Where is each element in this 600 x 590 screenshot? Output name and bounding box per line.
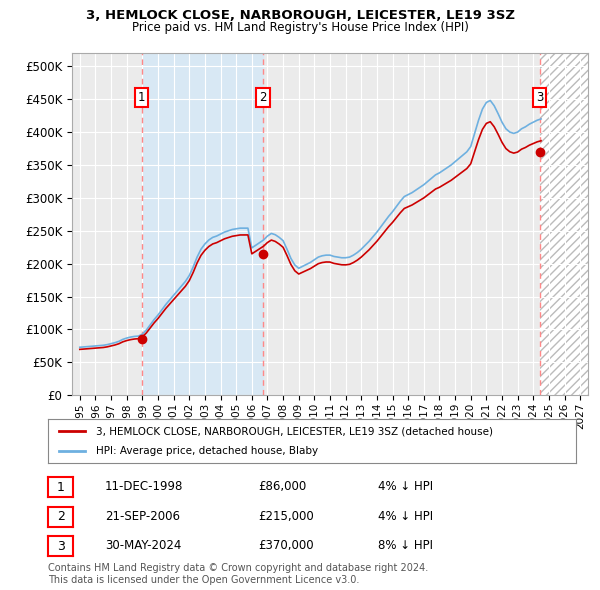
Text: 2: 2 bbox=[259, 91, 267, 104]
Text: 4% ↓ HPI: 4% ↓ HPI bbox=[378, 480, 433, 493]
Text: 21-SEP-2006: 21-SEP-2006 bbox=[105, 510, 180, 523]
Bar bbox=[539, 53, 588, 395]
Text: 3: 3 bbox=[536, 91, 544, 104]
Text: 2: 2 bbox=[56, 510, 65, 523]
Text: 4% ↓ HPI: 4% ↓ HPI bbox=[378, 510, 433, 523]
Text: 1: 1 bbox=[56, 481, 65, 494]
Text: 8% ↓ HPI: 8% ↓ HPI bbox=[378, 539, 433, 552]
Text: 11-DEC-1998: 11-DEC-1998 bbox=[105, 480, 184, 493]
Bar bbox=[142, 53, 263, 395]
Text: HPI: Average price, detached house, Blaby: HPI: Average price, detached house, Blab… bbox=[95, 446, 317, 455]
Text: 3, HEMLOCK CLOSE, NARBOROUGH, LEICESTER, LE19 3SZ: 3, HEMLOCK CLOSE, NARBOROUGH, LEICESTER,… bbox=[86, 9, 515, 22]
Text: Contains HM Land Registry data © Crown copyright and database right 2024.: Contains HM Land Registry data © Crown c… bbox=[48, 563, 428, 573]
Bar bbox=[539, 53, 588, 395]
Text: This data is licensed under the Open Government Licence v3.0.: This data is licensed under the Open Gov… bbox=[48, 575, 359, 585]
Text: 3: 3 bbox=[56, 540, 65, 553]
Text: £215,000: £215,000 bbox=[258, 510, 314, 523]
Text: 30-MAY-2024: 30-MAY-2024 bbox=[105, 539, 181, 552]
Text: Price paid vs. HM Land Registry's House Price Index (HPI): Price paid vs. HM Land Registry's House … bbox=[131, 21, 469, 34]
Text: £370,000: £370,000 bbox=[258, 539, 314, 552]
Text: 3, HEMLOCK CLOSE, NARBOROUGH, LEICESTER, LE19 3SZ (detached house): 3, HEMLOCK CLOSE, NARBOROUGH, LEICESTER,… bbox=[95, 427, 493, 436]
Text: 1: 1 bbox=[138, 91, 145, 104]
Text: £86,000: £86,000 bbox=[258, 480, 306, 493]
